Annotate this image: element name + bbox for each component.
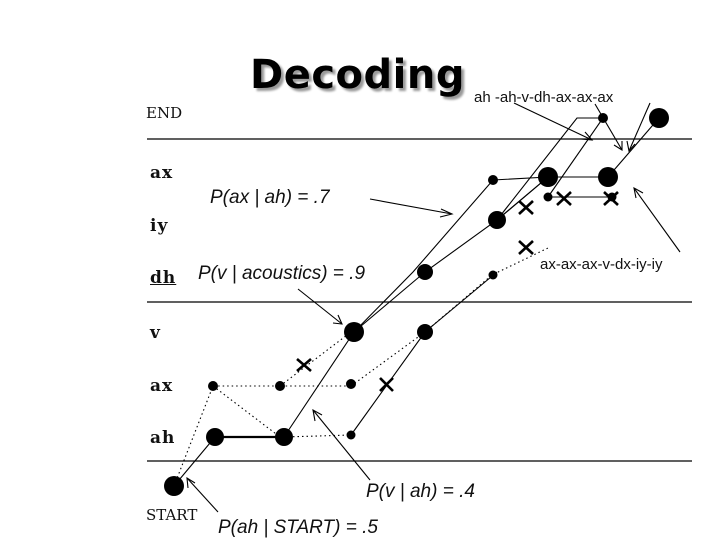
lattice-node [206,428,224,446]
lattice-node [346,430,356,440]
lattice-node [488,270,498,280]
state-label-iy: iy [150,216,169,236]
lattice-node [208,381,218,391]
best-path-end [607,117,660,178]
lattice-node [607,192,617,202]
alt-path-ax [173,385,351,487]
path-ax-v-dh-lower [350,271,498,436]
annotation-p-ax-ah: P(ax | ah) = .7 [210,187,330,208]
lattice-node [164,476,184,496]
annotation-arrow [186,476,219,513]
lattice-node [275,428,293,446]
path-iy-end [547,117,604,198]
lattice-node [417,264,433,280]
lattice-node [344,322,364,342]
page-title: Decoding [250,52,465,98]
annotation-arrow [369,198,454,218]
lattice-node [346,379,356,389]
state-label-ax-lower: ax [150,376,174,396]
alt-path-ax-v [279,331,352,387]
lattice-node [417,324,433,340]
path-iy-ax [496,176,549,221]
end-label: END [146,104,183,122]
path-ax-end [496,117,603,221]
side-sequence-label: ax-ax-ax-v-dx-iy-iy [540,256,663,273]
pruned-cross [518,200,534,215]
annotation-p-ah-start: P(ah | START) = .5 [218,517,378,538]
lattice-node [488,175,498,185]
path-v-dh-ax [353,176,549,333]
annotation-arrow [626,102,651,153]
annotation-arrow [513,102,594,141]
lattice-node [598,167,618,187]
state-label-ax: ax [150,163,174,183]
alt-path-ax-ah [212,385,281,438]
lattice-node [543,192,553,202]
path-start-ah [173,436,216,487]
pruned-cross [296,358,312,372]
annotation-arrow [633,186,681,253]
top-sequence-label: ah -ah-v-dh-ax-ax-ax [474,89,614,106]
pruned-cross [379,377,394,392]
start-label: START [146,506,198,524]
lattice-node [538,167,558,187]
pruned-cross [518,240,534,255]
lattice-node [649,108,669,128]
alt-path-v-dh [424,247,549,333]
annotation-p-v-ah: P(v | ah) = .4 [366,481,475,502]
annotation-p-v-acoustics: P(v | acoustics) = .9 [198,263,366,284]
annotation-arrow [297,288,343,325]
lattice-node [275,381,285,391]
annotation-arrow [312,408,371,481]
alt-path-ah-ah [283,434,352,438]
alt-path-ax-v2 [350,331,426,387]
pruned-cross [556,191,572,206]
annotation-arrow [594,103,623,151]
state-label-v: v [150,323,161,343]
lattice-node [488,211,506,229]
state-label-dh: dh [150,268,177,288]
state-label-ah: ah [150,428,176,448]
